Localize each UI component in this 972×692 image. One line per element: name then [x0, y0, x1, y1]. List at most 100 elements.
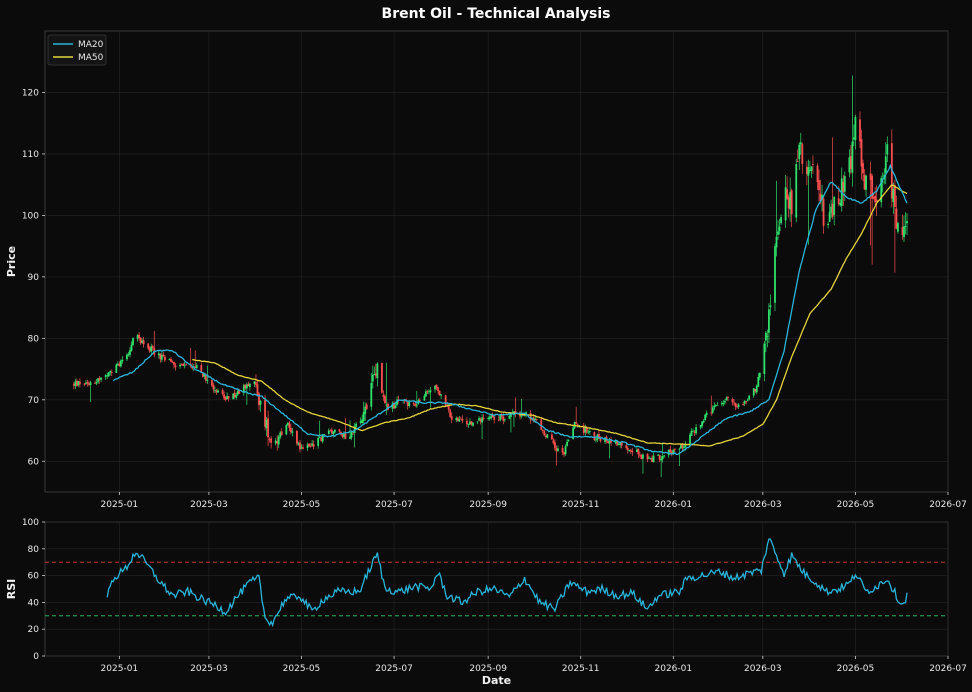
candle-body-down — [238, 390, 241, 394]
candle-body-up — [394, 405, 397, 409]
candle-body-up — [364, 406, 367, 414]
candle-body-up — [766, 335, 769, 337]
candle-body-up — [95, 382, 98, 384]
candle-body-down — [482, 417, 485, 419]
rsi-y-axis-label: RSI — [5, 579, 18, 600]
candle-body-down — [406, 402, 409, 407]
candle-body-down — [138, 334, 140, 339]
rsi-x-tick-label: 2026-03 — [744, 664, 782, 674]
candle-body-up — [121, 359, 124, 362]
candle-body-up — [743, 400, 746, 404]
candle-body-down — [786, 189, 789, 199]
candle-body-up — [828, 212, 831, 222]
candle-body-up — [752, 388, 755, 396]
candle-body-up — [195, 365, 198, 369]
candle-body-up — [129, 350, 131, 355]
candle-body-down — [148, 347, 151, 352]
rsi-x-tick-label: 2026-01 — [655, 664, 693, 674]
candle-body-down — [344, 433, 347, 439]
candle-body-down — [541, 429, 544, 432]
candle-body-up — [490, 415, 493, 418]
candle-body-up — [619, 442, 622, 445]
candle-body-down — [822, 198, 825, 226]
candle-body-up — [385, 404, 388, 406]
candle-body-up — [327, 430, 330, 435]
candle-body-down — [320, 437, 323, 442]
candle-body-up — [660, 459, 663, 461]
candle-body-up — [692, 430, 694, 432]
candle-body-down — [223, 394, 225, 399]
candle-body-down — [500, 415, 503, 417]
candle-body-down — [874, 196, 877, 203]
candle-body-up — [843, 176, 846, 192]
candle-body-up — [361, 419, 364, 424]
candle-body-down — [599, 438, 602, 442]
candle-body-up — [141, 340, 144, 343]
candle-body-down — [563, 452, 565, 455]
candle-body-up — [897, 223, 899, 232]
candle-body-down — [340, 431, 342, 434]
candle-body-down — [194, 366, 197, 368]
candle-body-down — [727, 397, 729, 398]
candle-body-up — [127, 353, 130, 356]
candle-body-down — [869, 173, 872, 181]
candle-body-up — [588, 431, 591, 433]
candle-body-up — [572, 427, 575, 440]
candle-body-down — [819, 193, 822, 202]
candle-body-up — [415, 404, 418, 406]
candle-body-up — [332, 431, 335, 435]
candle-body-down — [444, 395, 447, 406]
candle-body-up — [635, 449, 638, 452]
candle-body-down — [620, 442, 623, 446]
candle-body-down — [860, 139, 863, 167]
candle-body-up — [830, 206, 833, 213]
legend: MA20 MA50 — [47, 34, 107, 66]
candle-body-down — [83, 383, 86, 385]
candle-body-up — [104, 375, 107, 377]
candle-body-down — [329, 430, 332, 432]
ma20-line — [112, 163, 908, 456]
candle-body-down — [98, 377, 101, 381]
candle-body-down — [211, 380, 213, 386]
candle-body-up — [755, 385, 758, 393]
candle-body-up — [821, 195, 823, 200]
candle-body-down — [863, 174, 866, 190]
price-y-tick-label: 60 — [28, 457, 40, 467]
price-y-tick-label: 80 — [28, 334, 40, 344]
candle-body-up — [520, 414, 523, 417]
candle-body-down — [582, 425, 585, 433]
candle-body-up — [780, 217, 782, 224]
candle-body-down — [330, 429, 333, 434]
candle-body-down — [831, 203, 834, 217]
candle-body-down — [264, 399, 266, 427]
candle-body-down — [837, 198, 840, 205]
candle-body-down — [552, 440, 555, 444]
candle-body-up — [434, 385, 436, 390]
candle-body-up — [523, 414, 526, 416]
candle-body-up — [713, 405, 716, 408]
candle-body-down — [341, 433, 344, 438]
candle-body-up — [359, 420, 362, 424]
candle-body-up — [77, 381, 80, 386]
candle-body-down — [147, 343, 150, 349]
candle-body-up — [678, 448, 681, 450]
candle-body-down — [173, 362, 175, 365]
price-y-axis: 60 70 80 90 100 110 120 — [22, 88, 45, 467]
rsi-x-tick-label: 2025-07 — [375, 664, 413, 674]
price-x-tick-label: 2026-01 — [655, 500, 693, 510]
legend-ma50-label: MA50 — [78, 53, 104, 63]
candle-body-up — [206, 379, 209, 381]
candle-body-up — [306, 444, 309, 449]
candle-body-up — [614, 440, 617, 444]
rsi-y-axis: 0 20 40 60 80 100 — [22, 518, 45, 662]
candle-body-down — [244, 384, 247, 389]
candle-body-down — [308, 443, 310, 447]
rsi-x-tick-label: 2025-09 — [469, 664, 507, 674]
candle-body-up — [391, 403, 394, 409]
candle-body-down — [519, 414, 521, 417]
candle-body-down — [745, 401, 748, 403]
candle-body-up — [769, 305, 772, 308]
candle-body-down — [289, 427, 292, 433]
